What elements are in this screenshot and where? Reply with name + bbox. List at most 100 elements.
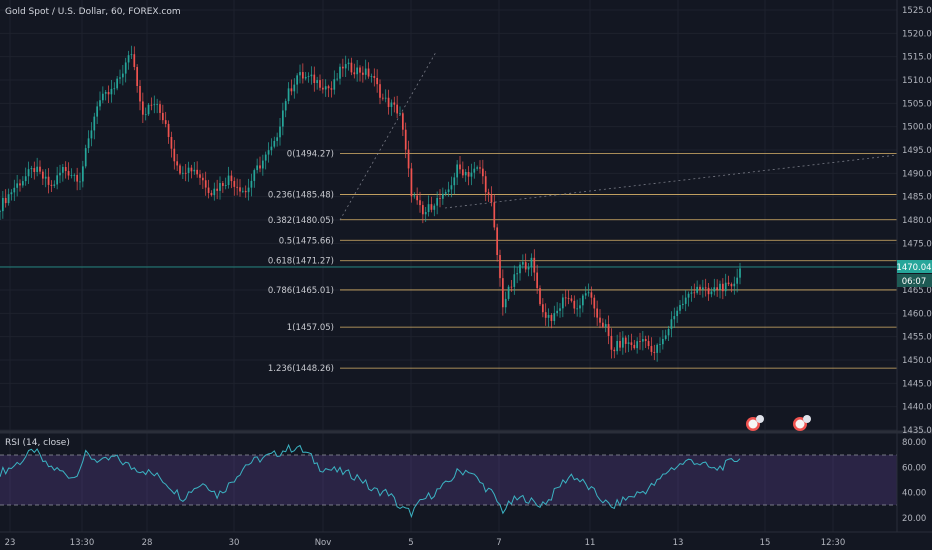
- candle: [482, 159, 484, 185]
- candle: [516, 267, 518, 284]
- time-tick-label: 5: [408, 538, 413, 548]
- time-tick-label: 28: [142, 538, 153, 548]
- candle: [433, 203, 436, 217]
- rsi-tick-label: 40.00: [902, 489, 926, 499]
- candle: [42, 169, 44, 186]
- candle: [490, 186, 493, 207]
- candle: [93, 112, 96, 140]
- candle: [619, 332, 621, 352]
- candle: [224, 177, 227, 190]
- price-tick-label: 1510.00: [902, 76, 932, 86]
- candle: [413, 192, 416, 199]
- candle: [710, 287, 713, 298]
- fib-level-label: 0.786(1465.01): [268, 286, 334, 296]
- candle: [362, 66, 364, 83]
- candle: [287, 82, 290, 105]
- candle: [196, 161, 198, 178]
- candle: [704, 278, 707, 297]
- candle: [302, 63, 304, 84]
- candle: [699, 284, 701, 296]
- candle: [156, 98, 158, 114]
- price-tick-label: 1505.00: [902, 99, 932, 109]
- candle: [727, 275, 730, 287]
- fib-level-label: 1.236(1448.26): [268, 364, 334, 374]
- candle: [327, 84, 330, 98]
- candle: [293, 78, 296, 99]
- candlestick-series[interactable]: [0, 45, 741, 362]
- candle: [50, 180, 53, 192]
- candle: [359, 65, 361, 82]
- price-tick-label: 1435.00: [902, 426, 932, 436]
- candle: [670, 311, 673, 338]
- candle: [213, 182, 216, 201]
- candle: [510, 280, 513, 292]
- candle: [19, 179, 21, 192]
- candle: [419, 191, 421, 213]
- candle: [76, 167, 78, 191]
- candle: [47, 168, 50, 194]
- trend-line-2[interactable]: [444, 154, 898, 209]
- event-marker-1[interactable]: [746, 415, 764, 431]
- candle: [273, 136, 276, 149]
- rsi-line[interactable]: [0, 443, 741, 519]
- candle: [210, 190, 213, 197]
- candle: [190, 164, 193, 179]
- candle: [270, 138, 273, 156]
- candle: [484, 170, 487, 202]
- rsi-axis[interactable]: 80.00 60.00 40.00 20.00: [902, 438, 926, 524]
- candle: [127, 50, 130, 70]
- candle: [122, 65, 124, 86]
- candle: [567, 290, 570, 305]
- candle: [550, 313, 553, 329]
- candle: [424, 206, 427, 222]
- candle: [596, 300, 598, 326]
- candle: [330, 81, 333, 98]
- candle: [307, 72, 310, 83]
- candle: [553, 305, 556, 325]
- price-tick-label: 1495.00: [902, 146, 932, 156]
- candle: [16, 175, 18, 197]
- candle: [702, 279, 704, 298]
- candle: [244, 185, 247, 198]
- candle: [719, 280, 721, 299]
- event-marker-2[interactable]: [793, 415, 811, 431]
- candle: [507, 284, 510, 301]
- trend-line[interactable]: [339, 51, 437, 221]
- candle: [664, 329, 667, 341]
- candle: [562, 293, 564, 318]
- fibonacci-retracement[interactable]: 0(1494.27) 0.236(1485.48) 0.382(1480.05) 0.…: [268, 149, 897, 374]
- candle: [250, 173, 253, 197]
- candle: [570, 295, 573, 303]
- candle: [82, 160, 84, 188]
- candle: [504, 291, 507, 314]
- candle: [284, 98, 287, 118]
- candle: [282, 102, 284, 136]
- candle: [493, 194, 496, 231]
- candle: [536, 264, 538, 294]
- candle: [110, 80, 113, 103]
- candle: [90, 122, 93, 147]
- candle: [382, 93, 384, 101]
- price-badge-value: 1470.04: [896, 263, 931, 273]
- price-tick-label: 1465.00: [902, 286, 932, 296]
- candle: [344, 55, 347, 78]
- candle: [59, 164, 61, 184]
- candle: [547, 308, 550, 327]
- time-axis[interactable]: 23 13:30 28 30 Nov 5 7 11 13 15 12:30: [5, 538, 846, 548]
- candle: [682, 295, 684, 309]
- candle: [316, 76, 318, 90]
- candle: [259, 156, 261, 173]
- price-axis[interactable]: 1525.00 1520.00 1515.00 1510.00 1505.00 1500.…: [902, 6, 932, 436]
- candle: [387, 89, 390, 115]
- fib-level-label: 0.5(1475.66): [279, 236, 334, 246]
- candle: [64, 161, 67, 179]
- candle: [513, 265, 516, 295]
- candle: [533, 249, 536, 281]
- rsi-tick-label: 60.00: [902, 463, 926, 473]
- rsi-title: RSI (14, close): [5, 438, 70, 448]
- candle: [267, 142, 270, 163]
- candle: [690, 286, 693, 302]
- candle: [610, 328, 613, 359]
- candle: [613, 347, 616, 359]
